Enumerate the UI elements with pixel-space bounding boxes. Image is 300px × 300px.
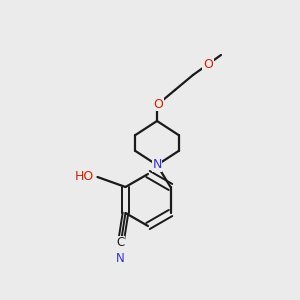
- Text: C: C: [116, 236, 124, 250]
- Text: HO: HO: [75, 170, 94, 184]
- Text: N: N: [116, 253, 125, 266]
- Text: O: O: [203, 58, 213, 70]
- Text: O: O: [153, 98, 163, 110]
- Text: N: N: [152, 158, 162, 172]
